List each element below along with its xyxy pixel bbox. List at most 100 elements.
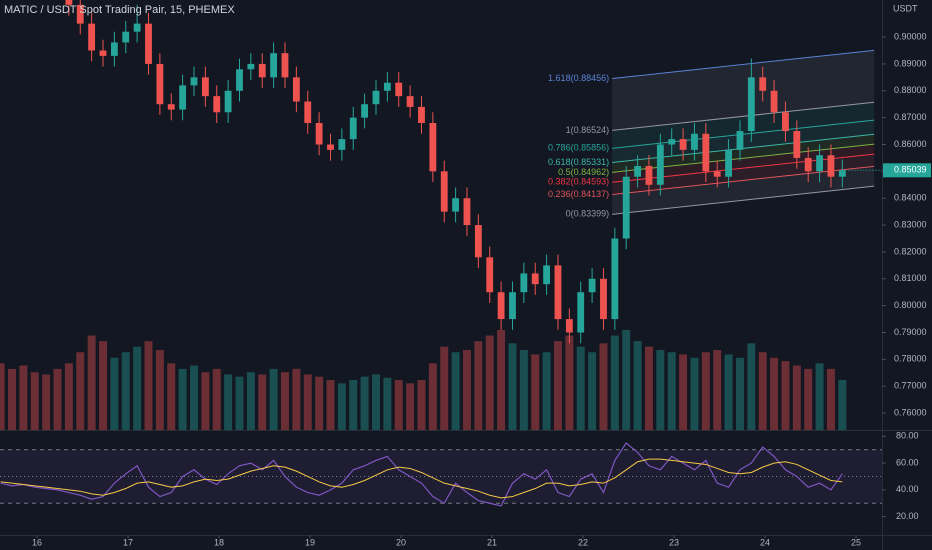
y-tick-label: 0.80000 xyxy=(894,300,927,310)
volume-bar xyxy=(372,374,380,430)
volume-bar xyxy=(417,380,426,430)
candle-body xyxy=(395,82,403,97)
x-tick-label: 25 xyxy=(851,537,861,547)
candle-body xyxy=(179,85,187,110)
candle-body xyxy=(76,4,84,24)
volume-bar xyxy=(735,357,744,430)
candle-body xyxy=(110,42,118,56)
chart-title: MATIC / USDT Spot Trading Pair, 15, PHEM… xyxy=(4,4,235,16)
candle-body xyxy=(65,0,73,5)
candle-body xyxy=(668,139,676,145)
candle-body xyxy=(292,77,300,102)
y-tick-label: 0.90000 xyxy=(894,31,927,41)
volume-bar xyxy=(622,330,631,430)
rsi-ma-line xyxy=(0,458,843,499)
y-tick-label: 0.87000 xyxy=(894,112,927,122)
volume-bar xyxy=(406,383,415,430)
y-tick-label: 0.81000 xyxy=(894,273,927,283)
candle-body xyxy=(759,77,767,91)
volume-bar xyxy=(701,352,710,430)
candle-body xyxy=(656,144,664,185)
candle-body xyxy=(247,63,255,70)
volume-bar xyxy=(781,361,790,430)
candle-body xyxy=(418,106,425,124)
volume-bar xyxy=(804,368,813,430)
candle-body xyxy=(588,278,596,293)
candle-body xyxy=(361,104,369,118)
rsi-pane: 20.00 40.00 60.00 80.00 xyxy=(0,431,919,521)
candle-body xyxy=(554,265,562,320)
volume-bar xyxy=(133,346,142,430)
candle-body xyxy=(793,131,801,158)
candle-body xyxy=(509,292,516,320)
y-tick-label: 0.79000 xyxy=(894,327,927,337)
volume-bar xyxy=(64,363,73,430)
candle-body xyxy=(349,117,357,140)
volume-bar xyxy=(770,357,779,430)
candle-body xyxy=(634,165,642,177)
volume-bar xyxy=(474,341,483,430)
fib-label: 0.382(0.84593) xyxy=(548,177,609,187)
volume-bar xyxy=(576,346,585,430)
volume-bar xyxy=(292,368,301,430)
x-tick-label: 23 xyxy=(669,537,679,547)
volume-bar xyxy=(144,341,153,430)
volume-bar xyxy=(599,343,608,430)
candle-body xyxy=(270,53,278,78)
candle-body xyxy=(702,133,710,172)
volume-bar xyxy=(679,354,688,430)
volume-bar xyxy=(690,357,699,430)
volume-bar xyxy=(167,363,176,430)
candle-body xyxy=(281,53,289,78)
volume-bar xyxy=(633,341,642,430)
candle-body xyxy=(122,31,130,43)
fib-level xyxy=(612,101,875,131)
volume-bar xyxy=(155,350,164,430)
x-tick-label: 20 xyxy=(396,537,406,547)
candle-body xyxy=(406,96,414,107)
volume-layer xyxy=(0,330,847,430)
volume-bar xyxy=(713,350,722,430)
candle-body xyxy=(520,273,528,293)
fib-label: 1(0.86524) xyxy=(566,125,610,135)
volume-bar xyxy=(792,365,801,430)
x-tick-label: 24 xyxy=(760,537,770,547)
y-tick-label: 0.82000 xyxy=(894,246,927,256)
candle-body xyxy=(383,82,391,91)
volume-bar xyxy=(588,352,597,430)
volume-bar xyxy=(258,374,267,430)
fib-zone xyxy=(612,102,875,149)
volume-bar xyxy=(110,357,119,430)
candle-body xyxy=(736,131,744,150)
volume-bar xyxy=(315,376,324,430)
candle-body xyxy=(88,23,96,51)
volume-bar xyxy=(610,335,619,430)
rsi-tick-label: 40.00 xyxy=(896,484,919,494)
candle-body xyxy=(782,112,789,132)
y-tick-label: 0.83000 xyxy=(894,219,927,229)
x-tick-label: 17 xyxy=(123,537,133,547)
fib-label: 0.618(0.85331) xyxy=(548,157,609,167)
candle-body xyxy=(804,157,812,172)
candle-body xyxy=(600,278,607,320)
candle-body xyxy=(611,238,619,320)
rsi-tick-label: 60.00 xyxy=(896,457,919,467)
candle-body xyxy=(201,77,209,97)
fib-level xyxy=(612,185,875,215)
volume-bar xyxy=(201,372,210,430)
x-tick-label: 21 xyxy=(487,537,497,547)
fib-label: 0.236(0.84137) xyxy=(548,189,609,199)
candle-body xyxy=(372,90,380,105)
volume-bar xyxy=(349,380,358,430)
candle-body xyxy=(236,69,243,91)
volume-bar xyxy=(246,372,255,430)
y-tick-label: 0.78000 xyxy=(894,354,927,364)
volume-bar xyxy=(303,374,312,430)
candle-body xyxy=(99,50,107,56)
candle-body xyxy=(133,23,141,32)
volume-bar xyxy=(565,335,574,430)
candle-body xyxy=(679,139,687,150)
fib-label: 0(0.83399) xyxy=(566,209,610,219)
volume-bar xyxy=(838,380,847,430)
